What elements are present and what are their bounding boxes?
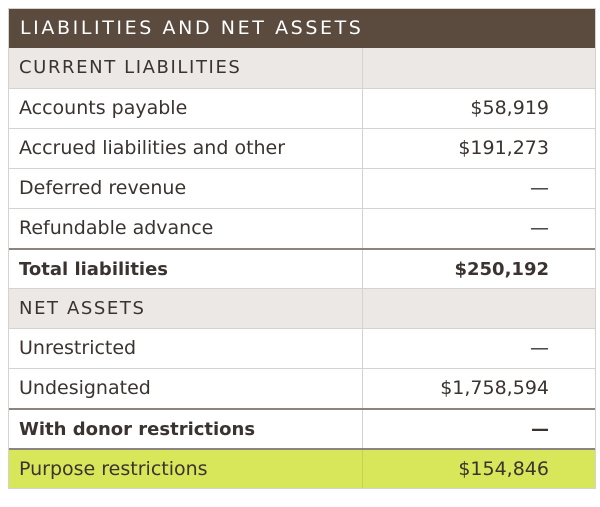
table-row-unrestricted: Unrestricted — xyxy=(9,328,595,368)
row-label: Purpose restrictions xyxy=(9,450,363,488)
row-label: NET ASSETS xyxy=(9,289,363,328)
table-row-accounts-payable: Accounts payable $58,919 xyxy=(9,88,595,128)
table-row-total-liabilities: Total liabilities $250,192 xyxy=(9,248,595,288)
row-label: CURRENT LIABILITIES xyxy=(9,48,363,88)
row-value: $250,192 xyxy=(454,259,549,280)
row-value xyxy=(363,289,595,328)
row-value: — xyxy=(530,337,549,359)
row-value: — xyxy=(531,419,549,440)
liabilities-net-assets-table: LIABILITIES AND NET ASSETS CURRENT LIABI… xyxy=(8,8,596,489)
table-row-purpose-restrictions: Purpose restrictions $154,846 xyxy=(9,448,595,488)
row-value: — xyxy=(530,217,549,239)
row-value: $1,758,594 xyxy=(440,377,549,399)
row-value: $154,846 xyxy=(458,458,549,480)
table-row-undesignated: Undesignated $1,758,594 xyxy=(9,368,595,408)
row-value: — xyxy=(530,177,549,199)
table-title: LIABILITIES AND NET ASSETS xyxy=(9,9,595,48)
table-row-deferred-revenue: Deferred revenue — xyxy=(9,168,595,208)
table-row-refundable-advance: Refundable advance — xyxy=(9,208,595,248)
row-value xyxy=(363,48,595,88)
row-label: Accounts payable xyxy=(9,89,363,128)
table-row-accrued-liabilities: Accrued liabilities and other $191,273 xyxy=(9,128,595,168)
row-label: Undesignated xyxy=(9,369,363,408)
row-value: $191,273 xyxy=(458,137,549,159)
row-value: $58,919 xyxy=(470,97,549,119)
row-label: Total liabilities xyxy=(9,250,363,288)
row-label: Deferred revenue xyxy=(9,169,363,208)
row-label: Accrued liabilities and other xyxy=(9,129,363,168)
table-row-with-donor-restrictions: With donor restrictions — xyxy=(9,408,595,448)
section-header-net-assets: NET ASSETS xyxy=(9,288,595,328)
row-label: With donor restrictions xyxy=(9,410,363,448)
row-label: Refundable advance xyxy=(9,209,363,248)
row-label: Unrestricted xyxy=(9,329,363,368)
section-header-current-liabilities: CURRENT LIABILITIES xyxy=(9,48,595,88)
